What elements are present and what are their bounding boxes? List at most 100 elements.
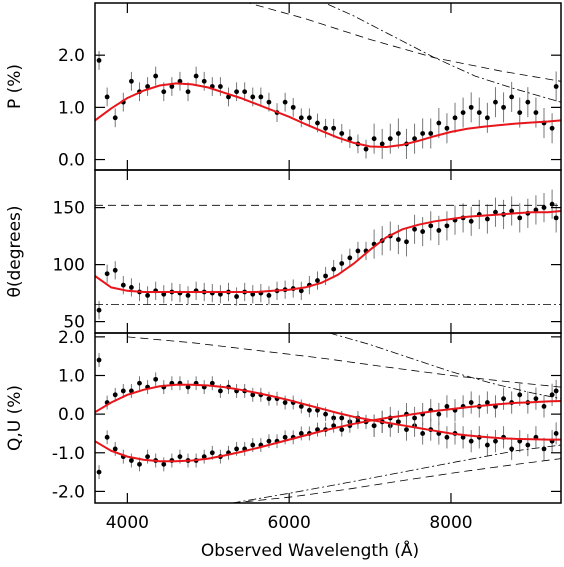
y-tick-label: 150 <box>53 199 85 219</box>
data-point <box>242 89 248 95</box>
data-point <box>404 427 409 432</box>
y-tick-label: -2.0 <box>52 482 85 502</box>
data-point <box>290 104 296 110</box>
model-curve <box>95 82 561 149</box>
data-point <box>355 248 361 254</box>
data-point <box>120 388 126 394</box>
dashdot-reference-line <box>329 333 561 400</box>
data-point <box>541 404 547 409</box>
data-point <box>137 380 142 386</box>
data-point <box>315 427 320 432</box>
data-point <box>177 78 183 84</box>
data-point <box>420 131 426 136</box>
data-point <box>493 438 498 444</box>
data-point <box>484 115 490 121</box>
data-point <box>185 89 191 95</box>
data-point <box>323 273 328 279</box>
data-point <box>145 454 150 460</box>
data-point <box>201 454 207 460</box>
data-point <box>96 357 102 363</box>
data-point <box>395 419 401 425</box>
data-point <box>112 267 118 273</box>
data-point <box>444 434 450 440</box>
model-curve <box>95 210 561 293</box>
data-point <box>129 458 134 463</box>
y-tick-label: -1.0 <box>52 444 85 464</box>
data-point <box>387 136 393 142</box>
data-point <box>266 438 272 444</box>
data-point <box>493 209 498 215</box>
data-point <box>96 58 102 63</box>
data-point <box>412 226 417 232</box>
panel-1-y-axis-label: P (%) <box>5 64 25 109</box>
data-point <box>129 285 134 290</box>
data-point <box>420 431 426 436</box>
data-point <box>533 110 539 115</box>
data-point <box>315 278 320 283</box>
data-point <box>153 73 159 79</box>
data-point <box>444 404 450 409</box>
data-point <box>306 407 312 413</box>
panel-3-y-axis-label: Q,U (%) <box>5 385 25 451</box>
data-point <box>553 215 559 221</box>
data-point <box>104 94 110 100</box>
data-point <box>436 411 442 417</box>
data-point <box>428 223 434 229</box>
data-point <box>517 392 523 398</box>
data-point <box>217 84 223 89</box>
dashed-reference-line <box>246 3 561 82</box>
data-point <box>347 255 353 261</box>
data-point <box>185 384 191 390</box>
data-point <box>331 125 337 131</box>
data-point <box>549 201 555 207</box>
model-curve <box>95 383 561 441</box>
data-point <box>379 141 385 147</box>
data-point <box>501 104 506 110</box>
data-point <box>201 78 207 84</box>
data-point <box>250 291 256 297</box>
panel-1-plot-area <box>95 3 561 159</box>
data-point <box>484 442 490 448</box>
data-point <box>509 208 515 214</box>
data-point <box>371 136 377 142</box>
data-point <box>177 454 183 460</box>
data-point <box>533 207 539 213</box>
data-point <box>517 110 523 115</box>
x-tick-label: 6000 <box>268 513 311 533</box>
data-point <box>315 120 320 126</box>
data-point <box>517 215 523 221</box>
data-point <box>298 115 304 121</box>
data-point <box>339 261 345 266</box>
data-point <box>533 396 539 402</box>
data-point <box>282 99 288 105</box>
data-point <box>298 431 304 436</box>
y-tick-label: 0.0 <box>58 405 85 425</box>
panel-3-plot-area <box>95 333 561 503</box>
data-point <box>339 131 345 136</box>
data-point <box>541 205 547 211</box>
data-point <box>339 415 345 421</box>
data-point <box>137 461 142 467</box>
data-point <box>234 294 239 299</box>
data-point <box>169 84 175 89</box>
data-point <box>549 392 555 398</box>
data-point <box>266 396 272 402</box>
data-point <box>96 307 102 313</box>
panel-1-frame <box>94 2 562 171</box>
data-point <box>553 431 559 436</box>
data-point <box>549 125 555 131</box>
data-point <box>395 131 401 136</box>
data-point <box>266 292 272 298</box>
data-point <box>209 450 215 456</box>
data-point <box>468 218 474 224</box>
data-point <box>258 94 264 100</box>
dashdot-reference-line <box>323 3 561 103</box>
model-curve <box>95 400 561 463</box>
data-point <box>250 392 256 398</box>
data-point <box>436 120 442 126</box>
y-tick-label: 1.0 <box>58 98 85 118</box>
data-point <box>553 388 559 394</box>
data-point <box>468 438 474 444</box>
data-point <box>412 136 417 142</box>
